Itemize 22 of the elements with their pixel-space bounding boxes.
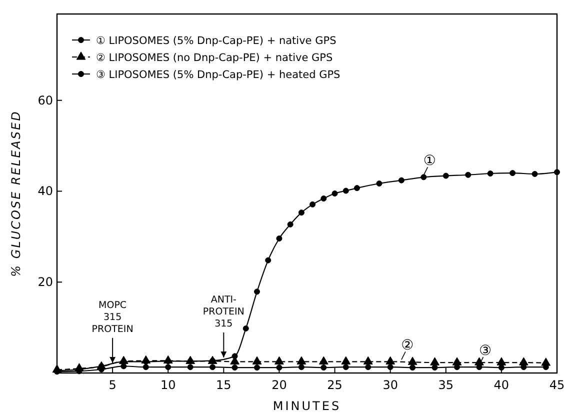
x-tick-label: 20: [272, 378, 287, 392]
x-tick-label: 45: [549, 378, 565, 392]
annotation: ③: [478, 343, 492, 360]
x-tick-label: 40: [494, 378, 510, 392]
y-tick-label: 20: [38, 275, 53, 290]
annotation: ①: [423, 153, 436, 170]
y-tick-label: 40: [38, 184, 53, 198]
x-tick-label: 10: [160, 378, 176, 392]
y-axis-title: % GLUCOSE RELEASED: [9, 110, 23, 277]
annotation: MOPC 315 PROTEIN: [92, 300, 134, 335]
x-tick-label: 5: [108, 378, 116, 392]
x-tick-label: 35: [438, 378, 454, 392]
legend-label: ② LIPOSOMES (no Dnp-Cap-PE) + native GPS: [96, 52, 333, 64]
y-tick-label: 60: [38, 93, 53, 108]
legend-label: ③ LIPOSOMES (5% Dnp-Cap-PE) + heated GPS: [96, 69, 341, 81]
annotation: ANTI- PROTEIN 315: [202, 294, 244, 330]
annotation: ②: [401, 338, 414, 354]
x-axis-title: MINUTES: [272, 399, 342, 413]
x-tick-label: 15: [216, 378, 232, 392]
x-tick-label: 25: [327, 378, 342, 392]
legend-label: ① LIPOSOMES (5% Dnp-Cap-PE) + native GPS: [96, 35, 337, 47]
x-tick-label: 30: [382, 378, 398, 392]
